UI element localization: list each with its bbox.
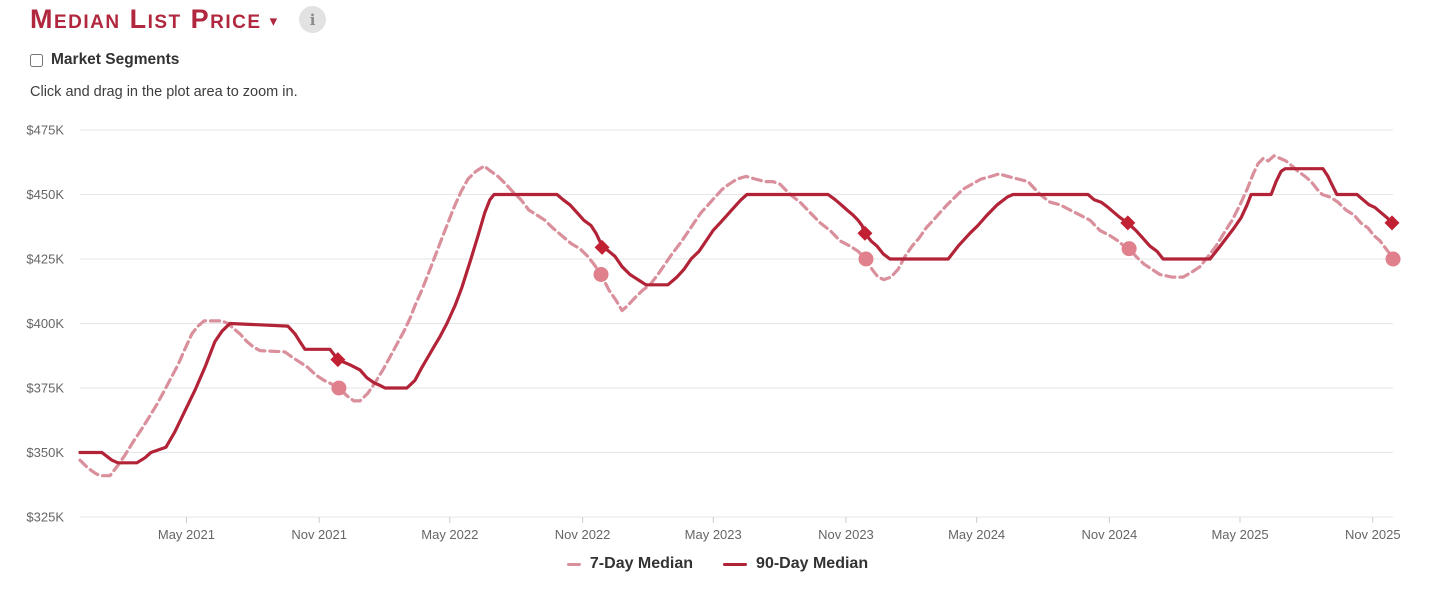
ninety-day-marker-diamond: [1384, 215, 1400, 231]
ninety-day-marker-diamond: [330, 352, 346, 368]
y-axis-label: $425K: [26, 252, 64, 267]
y-axis-label: $325K: [26, 510, 64, 525]
ninety-day-legend-label: 90-Day Median: [756, 555, 869, 572]
ninety-day-marker-diamond: [1120, 215, 1136, 231]
plot-area[interactable]: $475K $450K $425K $400K $375K $350K $325K May 2…: [0, 110, 1435, 555]
x-axis-label: Nov 2025: [1345, 527, 1401, 542]
seven-day-marker-circle: [1121, 241, 1137, 257]
y-axis-label: $350K: [26, 445, 64, 460]
legend-item-90-day-median[interactable]: 90-Day Median: [723, 555, 868, 573]
seven-day-marker-circle: [858, 251, 874, 267]
market-segments-checkbox[interactable]: [30, 53, 43, 67]
metric-selector-button[interactable]: Median List Price ▾: [30, 6, 277, 33]
seven-day-marker-circle: [331, 380, 347, 396]
legend-item-7-day-median[interactable]: 7-Day Median: [566, 555, 694, 573]
x-axis-label: May 2024: [948, 527, 1005, 542]
y-axis-label: $450K: [26, 187, 64, 202]
chart-legend: 7-Day Median 90-Day Median: [0, 555, 1435, 573]
zoom-instruction-text: Click and drag in the plot area to zoom …: [30, 84, 298, 100]
x-axis-label: May 2023: [685, 527, 742, 542]
90-day-median-line: [78, 167, 1394, 465]
x-axis-label: Nov 2023: [818, 527, 874, 542]
info-icon[interactable]: i: [299, 6, 327, 33]
market-segments-control: Market Segments: [30, 51, 179, 69]
y-axis-label: $475K: [26, 123, 64, 138]
y-axis-label: $375K: [26, 381, 64, 396]
page-title: Median List Price: [30, 4, 262, 34]
ninety-day-marker-diamond: [594, 239, 610, 255]
seven-day-legend-swatch: [566, 562, 581, 566]
x-axis-label: May 2025: [1211, 527, 1268, 542]
x-axis-label: Nov 2024: [1082, 527, 1138, 542]
ninety-day-marker-diamond: [857, 225, 873, 241]
y-axis-label: $400K: [26, 316, 64, 331]
market-segments-label[interactable]: Market Segments: [51, 51, 180, 68]
7-day-median-line: [78, 154, 1395, 478]
x-axis-label: May 2021: [158, 527, 215, 542]
seven-day-marker-circle: [593, 266, 609, 282]
x-axis-label: Nov 2021: [291, 527, 347, 542]
x-axis-label: May 2022: [421, 527, 478, 542]
seven-day-legend-label: 7-Day Median: [589, 555, 694, 572]
chart-container: $475K $450K $425K $400K $375K $350K $325K May 2…: [0, 110, 1435, 555]
ninety-day-legend-swatch: [723, 562, 748, 566]
seven-day-marker-circle: [1385, 251, 1401, 267]
chevron-down-icon: ▾: [269, 13, 278, 30]
chart-header: Median List Price ▾ i: [30, 6, 327, 33]
x-axis-label: Nov 2022: [555, 527, 611, 542]
